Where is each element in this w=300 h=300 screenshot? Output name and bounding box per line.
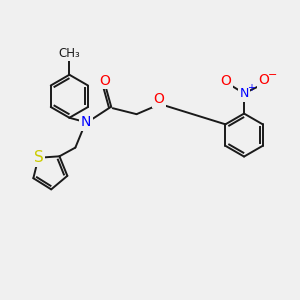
Text: CH₃: CH₃ xyxy=(58,47,80,60)
Text: O: O xyxy=(154,92,164,106)
Text: N: N xyxy=(239,87,249,100)
Text: O: O xyxy=(99,74,110,88)
Text: O: O xyxy=(221,74,232,88)
Text: +: + xyxy=(247,83,255,94)
Text: −: − xyxy=(268,70,278,80)
Text: S: S xyxy=(34,150,43,165)
Text: N: N xyxy=(81,115,91,129)
Text: O: O xyxy=(259,73,269,87)
